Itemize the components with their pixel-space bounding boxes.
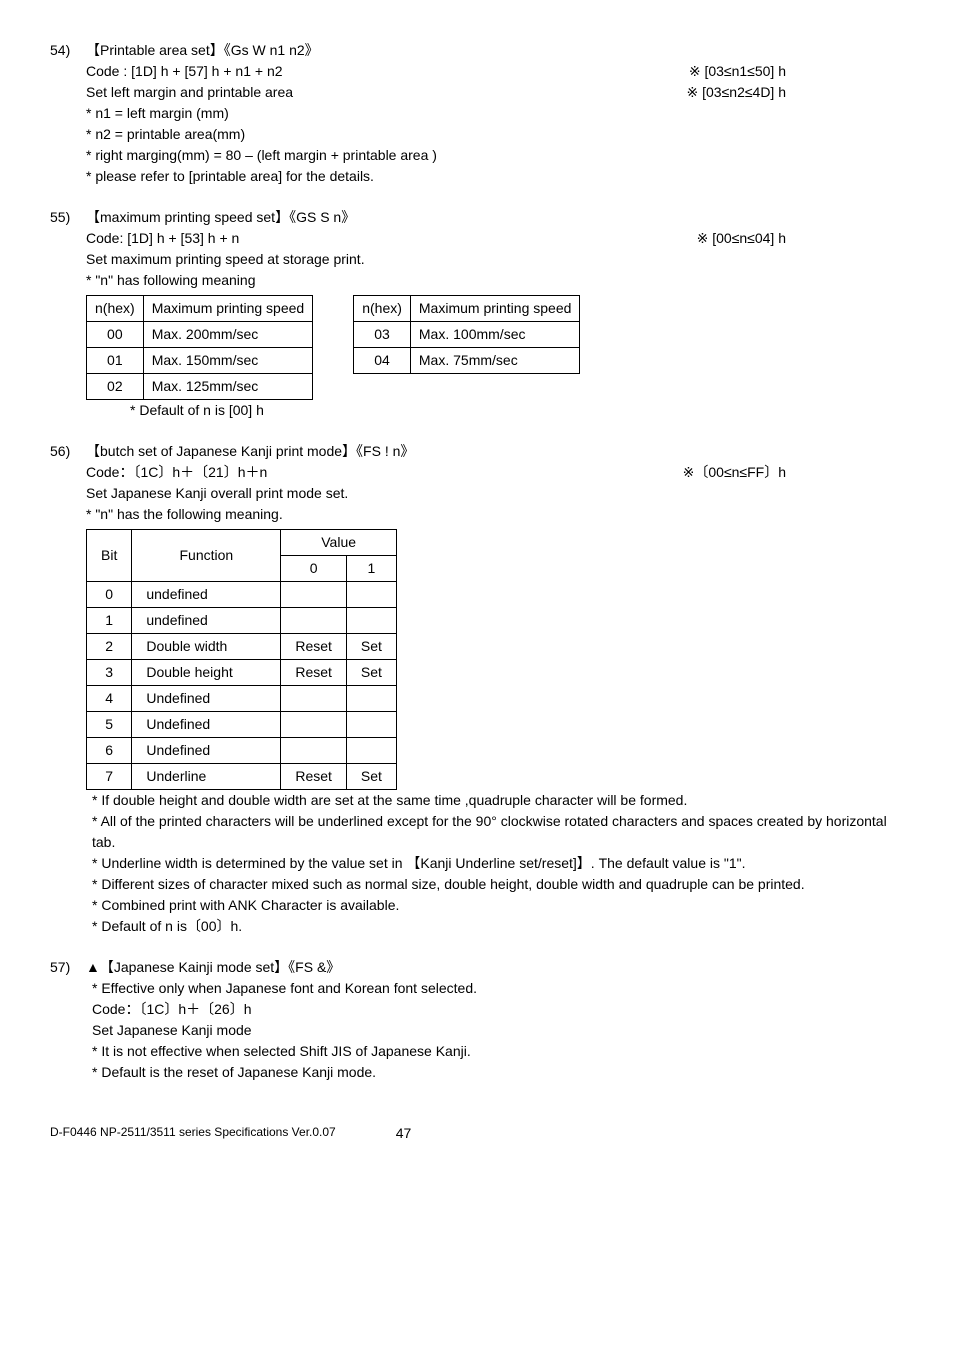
code-line: Code: [1D] h + [53] h + n [86,228,239,249]
cell: Reset [281,764,347,790]
cell [346,686,396,712]
cell: Underline [132,764,281,790]
th: Maximum printing speed [410,296,580,322]
code-note: ※ [03≤n1≤50] h [689,61,786,82]
cell: 3 [87,660,132,686]
page-number: 47 [396,1123,412,1144]
cell: Max. 125mm/sec [143,374,313,400]
cell [281,686,347,712]
section-55: 55) 【maximum printing speed set】《GS S n》… [50,207,904,421]
note: * n1 = left margin (mm) [86,103,904,124]
page-footer: D-F0446 NP-2511/3511 series Specificatio… [50,1123,904,1144]
item-title: 【maximum printing speed set】《GS S n》 [86,207,355,228]
cell: 0 [87,582,132,608]
th: 1 [346,556,396,582]
section-54: 54) 【Printable area set】《Gs W n1 n2》 Cod… [50,40,904,187]
speed-table-left: n(hex) Maximum printing speed 00Max. 200… [86,295,313,400]
desc: Set Japanese Kanji overall print mode se… [86,483,904,504]
item-title: ▲【Japanese Kainji mode set】《FS &》 [86,957,340,978]
cell: Max. 75mm/sec [410,348,580,374]
th: Value [281,530,397,556]
cell: 7 [87,764,132,790]
note: * n2 = printable area(mm) [86,124,904,145]
cell: 6 [87,738,132,764]
section-56: 56) 【butch set of Japanese Kanji print m… [50,441,904,937]
code-line: Code：〔1C〕h＋〔26〕h [92,999,904,1020]
cell: 2 [87,634,132,660]
meaning: * "n" has the following meaning. [86,504,904,525]
note: * Effective only when Japanese font and … [92,978,904,999]
th: n(hex) [354,296,411,322]
cell: 03 [354,322,411,348]
cell: undefined [132,608,281,634]
note: * Underline width is determined by the v… [92,853,904,874]
note: * Default is the reset of Japanese Kanji… [92,1062,904,1083]
cell: Undefined [132,712,281,738]
cell [281,712,347,738]
item-number: 56) [50,441,86,462]
item-title: 【butch set of Japanese Kanji print mode】… [86,441,414,462]
note: * All of the printed characters will be … [92,811,904,853]
section-57: 57) ▲【Japanese Kainji mode set】《FS &》 * … [50,957,904,1083]
th: 0 [281,556,347,582]
note: * Different sizes of character mixed suc… [92,874,904,895]
th: Function [132,530,281,582]
cell: 01 [87,348,144,374]
cell: Set [346,634,396,660]
note: * Default of n is〔00〕h. [92,916,904,937]
code-line: Code：〔1C〕h＋〔21〕h＋n [86,462,267,483]
code-line: Code : [1D] h + [57] h + n1 + n2 [86,61,283,82]
cell: Set [346,660,396,686]
note: * If double height and double width are … [92,790,904,811]
cell: Set [346,764,396,790]
cell [281,608,347,634]
cell: Max. 100mm/sec [410,322,580,348]
speed-table-right: n(hex) Maximum printing speed 03Max. 100… [353,295,580,374]
cell: Reset [281,634,347,660]
cell: Max. 150mm/sec [143,348,313,374]
item-title: 【Printable area set】《Gs W n1 n2》 [86,40,319,61]
cell: Double width [132,634,281,660]
code-note: ※〔00≤n≤FF〕h [683,462,786,483]
desc: Set maximum printing speed at storage pr… [86,249,904,270]
cell [346,738,396,764]
cell: 02 [87,374,144,400]
note: * It is not effective when selected Shif… [92,1041,904,1062]
cell [346,582,396,608]
cell: 1 [87,608,132,634]
item-number: 54) [50,40,86,61]
cell [281,738,347,764]
cell: 5 [87,712,132,738]
cell: 4 [87,686,132,712]
code-note: ※ [00≤n≤04] h [697,228,786,249]
cell [346,608,396,634]
doc-id: D-F0446 NP-2511/3511 series Specificatio… [50,1123,336,1144]
item-number: 57) [50,957,86,978]
th: Bit [87,530,132,582]
desc: Set Japanese Kanji mode [92,1020,904,1041]
cell: Max. 200mm/sec [143,322,313,348]
cell [346,712,396,738]
default-note: * Default of n is [00] h [130,400,904,421]
th: Maximum printing speed [143,296,313,322]
cell: 00 [87,322,144,348]
th: n(hex) [87,296,144,322]
bit-table: Bit Function Value 0 1 0undefined 1undef… [86,529,397,790]
cell [281,582,347,608]
cell: undefined [132,582,281,608]
note: * Combined print with ANK Character is a… [92,895,904,916]
desc-note: ※ [03≤n2≤4D] h [687,82,786,103]
desc-line: Set left margin and printable area [86,82,293,103]
cell: Undefined [132,738,281,764]
meaning: * "n" has following meaning [86,270,904,291]
cell: Reset [281,660,347,686]
note: * please refer to [printable area] for t… [86,166,904,187]
cell: 04 [354,348,411,374]
item-number: 55) [50,207,86,228]
note: * right marging(mm) = 80 – (left margin … [86,145,904,166]
cell: Double height [132,660,281,686]
cell: Undefined [132,686,281,712]
